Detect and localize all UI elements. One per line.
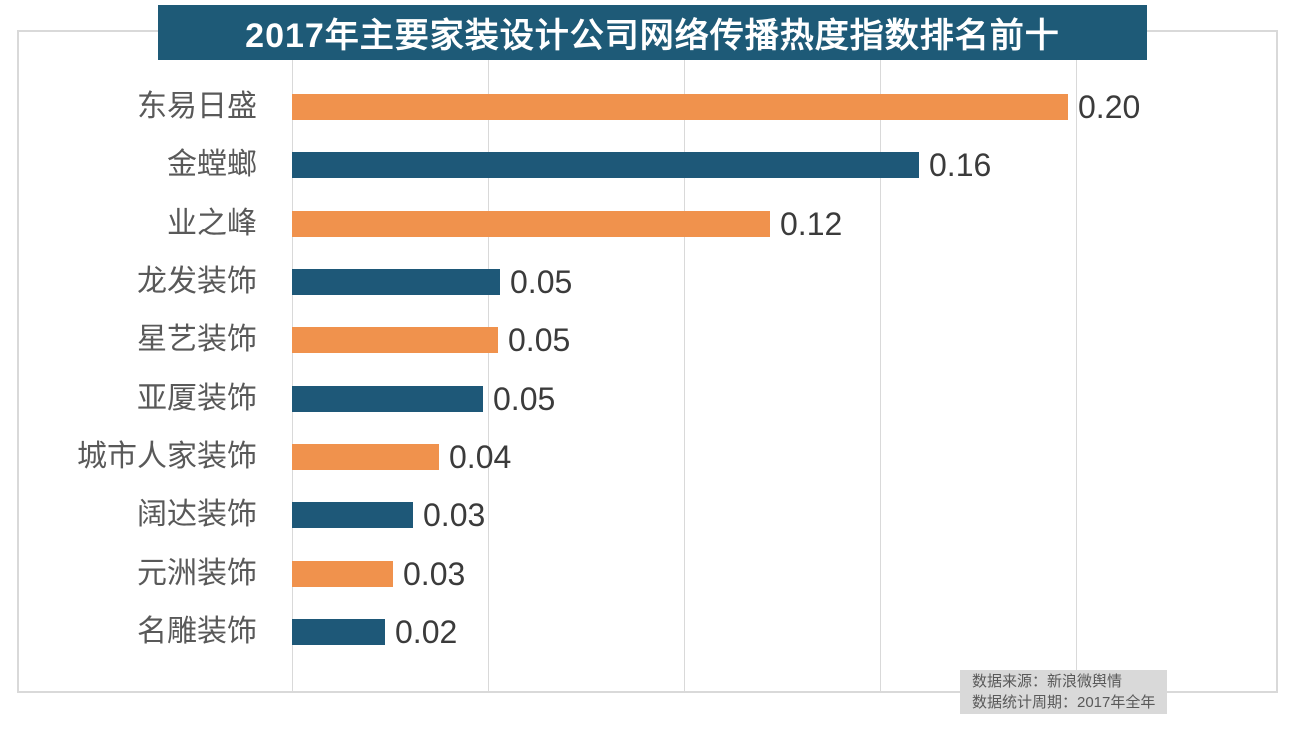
bar-row: 业之峰 0.12	[0, 206, 1298, 242]
bar	[292, 561, 393, 587]
bar-row: 城市人家装饰 0.04	[0, 439, 1298, 475]
category-label: 名雕装饰	[137, 615, 257, 648]
value-label: 0.05	[493, 381, 556, 417]
value-label: 0.12	[780, 206, 843, 242]
category-label: 金螳螂	[167, 148, 257, 181]
chart-title: 2017年主要家装设计公司网络传播热度指数排名前十	[245, 17, 1060, 55]
category-label: 阔达装饰	[137, 498, 257, 531]
category-label: 龙发装饰	[137, 265, 257, 298]
gridline	[488, 30, 489, 693]
value-label: 0.20	[1078, 89, 1141, 125]
gridline	[292, 30, 293, 693]
bar-row: 名雕装饰 0.02	[0, 614, 1298, 650]
bar-row: 元洲装饰 0.03	[0, 556, 1298, 592]
bar-row: 金螳螂 0.16	[0, 147, 1298, 183]
value-label: 0.04	[449, 439, 512, 475]
category-label: 元洲装饰	[137, 557, 257, 590]
bar	[292, 269, 500, 295]
bar	[292, 502, 413, 528]
bar	[292, 386, 483, 412]
category-label: 东易日盛	[137, 90, 257, 123]
value-label: 0.03	[423, 497, 486, 533]
gridline	[684, 30, 685, 693]
bar	[292, 327, 498, 353]
bar-row: 东易日盛 0.20	[0, 89, 1298, 125]
source-line-2: 数据统计周期：2017年全年	[972, 694, 1156, 711]
gridline	[1076, 30, 1077, 693]
bar	[292, 211, 770, 237]
category-label: 业之峰	[167, 207, 257, 240]
bar	[292, 94, 1068, 120]
source-line-1: 数据来源：新浪微舆情	[972, 673, 1123, 690]
category-label: 城市人家装饰	[77, 440, 257, 473]
bar-row: 亚厦装饰 0.05	[0, 381, 1298, 417]
value-label: 0.03	[403, 556, 466, 592]
bar	[292, 152, 919, 178]
plot-frame	[17, 30, 1278, 693]
category-label: 亚厦装饰	[137, 382, 257, 415]
bar	[292, 444, 439, 470]
bar-row: 阔达装饰 0.03	[0, 497, 1298, 533]
bar-row: 龙发装饰 0.05	[0, 264, 1298, 300]
value-label: 0.02	[395, 614, 458, 650]
chart-title-bar: 2017年主要家装设计公司网络传播热度指数排名前十	[158, 5, 1147, 60]
value-label: 0.05	[510, 264, 573, 300]
value-label: 0.05	[508, 322, 571, 358]
bar-row: 星艺装饰 0.05	[0, 322, 1298, 358]
value-label: 0.16	[929, 147, 992, 183]
gridline	[880, 30, 881, 693]
bar	[292, 619, 385, 645]
source-note: 数据来源：新浪微舆情 数据统计周期：2017年全年	[960, 670, 1168, 714]
category-label: 星艺装饰	[137, 323, 257, 356]
